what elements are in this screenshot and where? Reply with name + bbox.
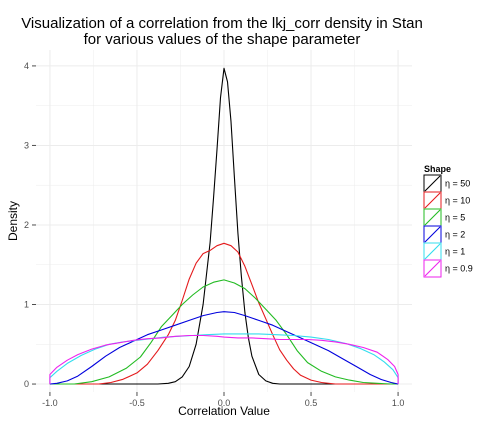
chart-title-line-1: Visualization of a correlation from the … (21, 15, 423, 32)
plot-area (36, 50, 412, 392)
legend-label: η = 2 (445, 230, 465, 240)
grid-lines (36, 50, 412, 392)
x-axis-label: Correlation Value (178, 404, 270, 418)
x-tick-label: 0.5 (305, 398, 318, 408)
legend-key-line (424, 260, 441, 277)
x-axis-ticks: -1.0 -0.5 0.0 0.5 1.0 (42, 392, 404, 408)
series-line-2 (49, 279, 399, 385)
legend-item: η = 1 (423, 242, 465, 261)
legend-title: Shape (424, 164, 451, 174)
chart-title-line-2: for various values of the shape paramete… (84, 31, 361, 48)
legend-key-line (424, 226, 441, 243)
x-tick-label: 1.0 (392, 398, 405, 408)
series-lines (49, 67, 399, 385)
y-tick-label: 3 (24, 140, 29, 150)
y-axis-ticks: 0 1 2 3 4 (24, 61, 36, 389)
legend-item: η = 50 (423, 174, 470, 193)
y-tick-label: 0 (24, 379, 29, 389)
legend-item: η = 5 (423, 208, 465, 227)
legend-label: η = 1 (445, 247, 465, 257)
series-line-1 (49, 242, 399, 385)
legend: Shape η = 50 η = 10 η = 5 η = 2 η = 1 η = 0.9 (423, 164, 473, 278)
y-tick-label: 1 (24, 300, 29, 310)
legend-key-line (424, 243, 441, 260)
series-line-5 (49, 334, 399, 384)
legend-label: η = 50 (445, 179, 470, 189)
legend-items: η = 50 η = 10 η = 5 η = 2 η = 1 η = 0.9 (423, 174, 473, 278)
legend-label: η = 5 (445, 213, 465, 223)
legend-item: η = 2 (423, 225, 465, 244)
series-line-0 (49, 67, 399, 385)
legend-label: η = 10 (445, 196, 470, 206)
series-line-4 (49, 333, 399, 384)
x-tick-label: -0.5 (129, 398, 145, 408)
legend-key-line (424, 192, 441, 209)
y-tick-label: 4 (24, 61, 29, 71)
series-line-3 (49, 311, 399, 385)
y-axis-label: Density (6, 201, 20, 241)
legend-key-line (424, 175, 441, 192)
legend-item: η = 0.9 (423, 259, 473, 278)
x-tick-label: 0.0 (218, 398, 231, 408)
y-tick-label: 2 (24, 220, 29, 230)
x-tick-label: -1.0 (42, 398, 58, 408)
legend-key-line (424, 209, 441, 226)
legend-item: η = 10 (423, 191, 470, 210)
legend-label: η = 0.9 (445, 264, 473, 274)
